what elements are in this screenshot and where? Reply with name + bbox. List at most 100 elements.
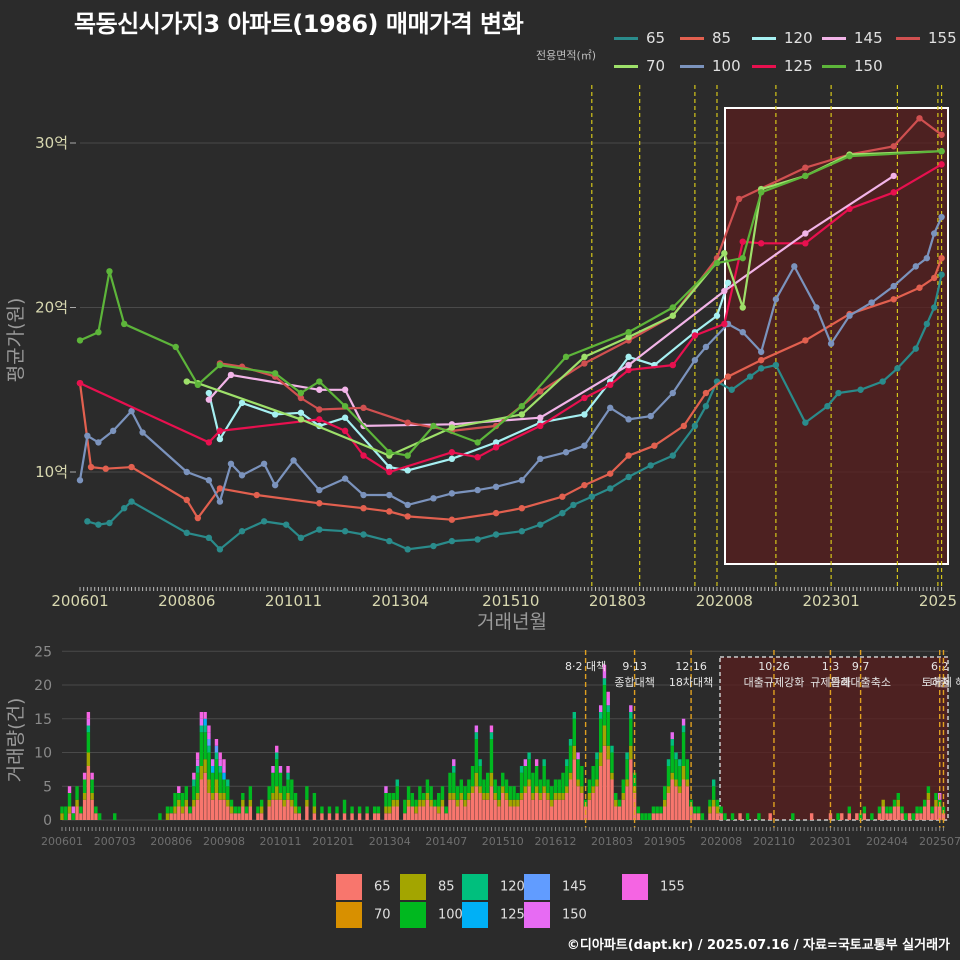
volume-bar-100 <box>305 786 309 800</box>
volume-bar-85 <box>199 766 204 780</box>
data-point-65 <box>537 521 544 528</box>
volume-bar-65 <box>452 799 456 820</box>
volume-bar-65 <box>504 799 509 820</box>
volume-bar-85 <box>602 725 607 746</box>
volume-bar-85 <box>177 799 181 807</box>
volume-bar-85 <box>681 766 686 780</box>
data-point-100 <box>76 477 84 484</box>
volume-bar-100 <box>459 779 463 793</box>
data-point-65 <box>492 531 500 538</box>
volume-bar-65 <box>463 806 467 820</box>
volume-bar-155 <box>207 725 211 733</box>
data-point-145 <box>316 386 323 393</box>
data-point-85 <box>216 485 224 492</box>
data-point-85 <box>724 373 732 380</box>
data-point-100 <box>923 254 931 262</box>
data-point-150 <box>757 189 765 196</box>
volume-bar-100 <box>892 799 897 807</box>
data-point-85 <box>931 274 938 282</box>
data-point-120 <box>724 279 732 287</box>
data-point-155 <box>890 143 897 150</box>
data-point-65 <box>205 534 213 541</box>
volume-bar-150 <box>384 786 388 793</box>
volume-bar-65 <box>195 799 200 820</box>
data-point-65 <box>297 534 305 541</box>
data-point-155 <box>735 195 743 203</box>
volume-bar-85 <box>448 793 452 800</box>
data-point-100 <box>827 340 835 347</box>
data-point-120 <box>238 399 246 407</box>
data-point-65 <box>341 528 349 535</box>
volume-bar-85 <box>614 799 618 807</box>
volume-bar-100 <box>467 779 471 793</box>
volume-bar-85 <box>241 799 245 807</box>
legend-item-125: 125 <box>752 57 813 75</box>
volume-x-tick-label: 200703 <box>94 835 136 848</box>
volume-x-tick-label: 201612 <box>534 835 576 848</box>
data-point-100 <box>95 439 102 446</box>
volume-bar-85 <box>666 786 671 793</box>
volume-bar-100 <box>75 786 79 800</box>
volume-bar-155 <box>606 691 610 699</box>
volume-bar-100 <box>286 779 290 793</box>
volume-bar-100 <box>256 806 260 814</box>
legend-item-100: 100 <box>680 57 741 75</box>
volume-bar-100 <box>320 806 324 814</box>
data-point-100 <box>430 495 437 502</box>
data-point-100 <box>607 404 614 412</box>
data-point-65 <box>728 386 735 393</box>
volume-x-tick-label: 201905 <box>644 835 686 848</box>
legend-label: 85 <box>712 29 732 47</box>
data-point-150 <box>802 172 809 180</box>
volume-bar-100 <box>568 745 573 773</box>
volume-bar-100 <box>437 793 441 807</box>
volume-bar-85 <box>267 799 271 807</box>
volume-bar-100 <box>60 806 64 814</box>
data-point-100 <box>238 472 246 479</box>
volume-bar-120 <box>598 712 603 719</box>
x-tick-label: 200806 <box>158 592 215 610</box>
volume-bar-65 <box>218 799 222 820</box>
data-point-125 <box>448 449 456 456</box>
volume-bar-100 <box>576 759 580 780</box>
volume-bar-100 <box>372 806 377 814</box>
volume-bar-150 <box>670 732 674 739</box>
volume-bar-85 <box>621 793 625 800</box>
volume-bar-85 <box>625 779 629 787</box>
data-point-125 <box>890 189 897 196</box>
data-point-100 <box>772 296 780 303</box>
volume-bar-150 <box>598 705 603 712</box>
volume-bar-85 <box>934 799 938 807</box>
volume-legend-item-100: 100 <box>400 902 463 928</box>
volume-bar-100 <box>678 766 682 787</box>
volume-bar-155 <box>286 766 290 773</box>
volume-bar-65 <box>403 813 407 820</box>
volume-bar-65 <box>282 806 286 820</box>
volume-bar-65 <box>550 806 554 820</box>
volume-bar-65 <box>357 813 362 820</box>
volume-bar-85 <box>485 793 490 800</box>
data-point-125 <box>76 379 84 387</box>
volume-bar-100 <box>418 786 422 800</box>
policy-annotation: 대출규제강화 <box>744 676 805 689</box>
legend-label: 100 <box>438 907 463 923</box>
volume-bar-120 <box>610 745 614 753</box>
volume-bar-85 <box>546 793 550 800</box>
legend-swatch <box>524 902 550 928</box>
volume-bar-65 <box>523 793 528 820</box>
volume-bar-100 <box>685 759 690 780</box>
volume-bar-100 <box>644 813 648 820</box>
data-point-155 <box>297 394 305 402</box>
data-point-120 <box>404 467 411 474</box>
data-point-65 <box>386 537 393 545</box>
data-point-65 <box>824 403 831 410</box>
volume-bar-65 <box>94 813 98 820</box>
volume-bar-100 <box>904 813 908 820</box>
volume-bar-100 <box>384 793 388 807</box>
legend-label: 120 <box>500 879 525 895</box>
volume-bar-65 <box>226 806 230 820</box>
policy-annotation: 10·26 <box>758 660 790 673</box>
data-point-100 <box>404 501 411 509</box>
volume-bar-145 <box>207 739 211 746</box>
data-point-150 <box>216 361 224 369</box>
